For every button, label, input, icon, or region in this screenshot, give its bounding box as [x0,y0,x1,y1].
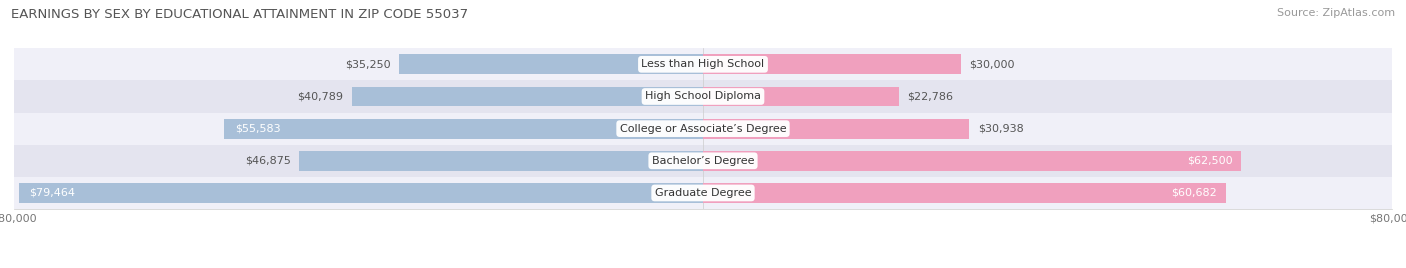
Text: $60,682: $60,682 [1171,188,1218,198]
Text: Bachelor’s Degree: Bachelor’s Degree [652,156,754,166]
Text: $55,583: $55,583 [235,124,280,134]
Text: $62,500: $62,500 [1187,156,1233,166]
Bar [703,87,900,106]
Text: $46,875: $46,875 [245,156,291,166]
Text: High School Diploma: High School Diploma [645,91,761,102]
Text: $40,789: $40,789 [298,91,343,102]
Bar [14,177,1392,209]
Text: $30,000: $30,000 [970,59,1015,69]
Text: $22,786: $22,786 [907,91,953,102]
Bar [703,151,1241,171]
Bar [703,183,1226,203]
Bar [703,54,962,74]
Bar [703,119,969,139]
Bar [14,48,1392,80]
Bar [299,151,703,171]
Text: $35,250: $35,250 [346,59,391,69]
Text: Less than High School: Less than High School [641,59,765,69]
Text: $79,464: $79,464 [30,188,75,198]
Bar [225,119,703,139]
Text: EARNINGS BY SEX BY EDUCATIONAL ATTAINMENT IN ZIP CODE 55037: EARNINGS BY SEX BY EDUCATIONAL ATTAINMEN… [11,8,468,21]
Bar [14,113,1392,145]
Bar [18,183,703,203]
Bar [14,145,1392,177]
Bar [352,87,703,106]
Text: Graduate Degree: Graduate Degree [655,188,751,198]
Bar [14,80,1392,113]
Text: College or Associate’s Degree: College or Associate’s Degree [620,124,786,134]
Text: $30,938: $30,938 [977,124,1024,134]
Bar [399,54,703,74]
Text: Source: ZipAtlas.com: Source: ZipAtlas.com [1277,8,1395,18]
